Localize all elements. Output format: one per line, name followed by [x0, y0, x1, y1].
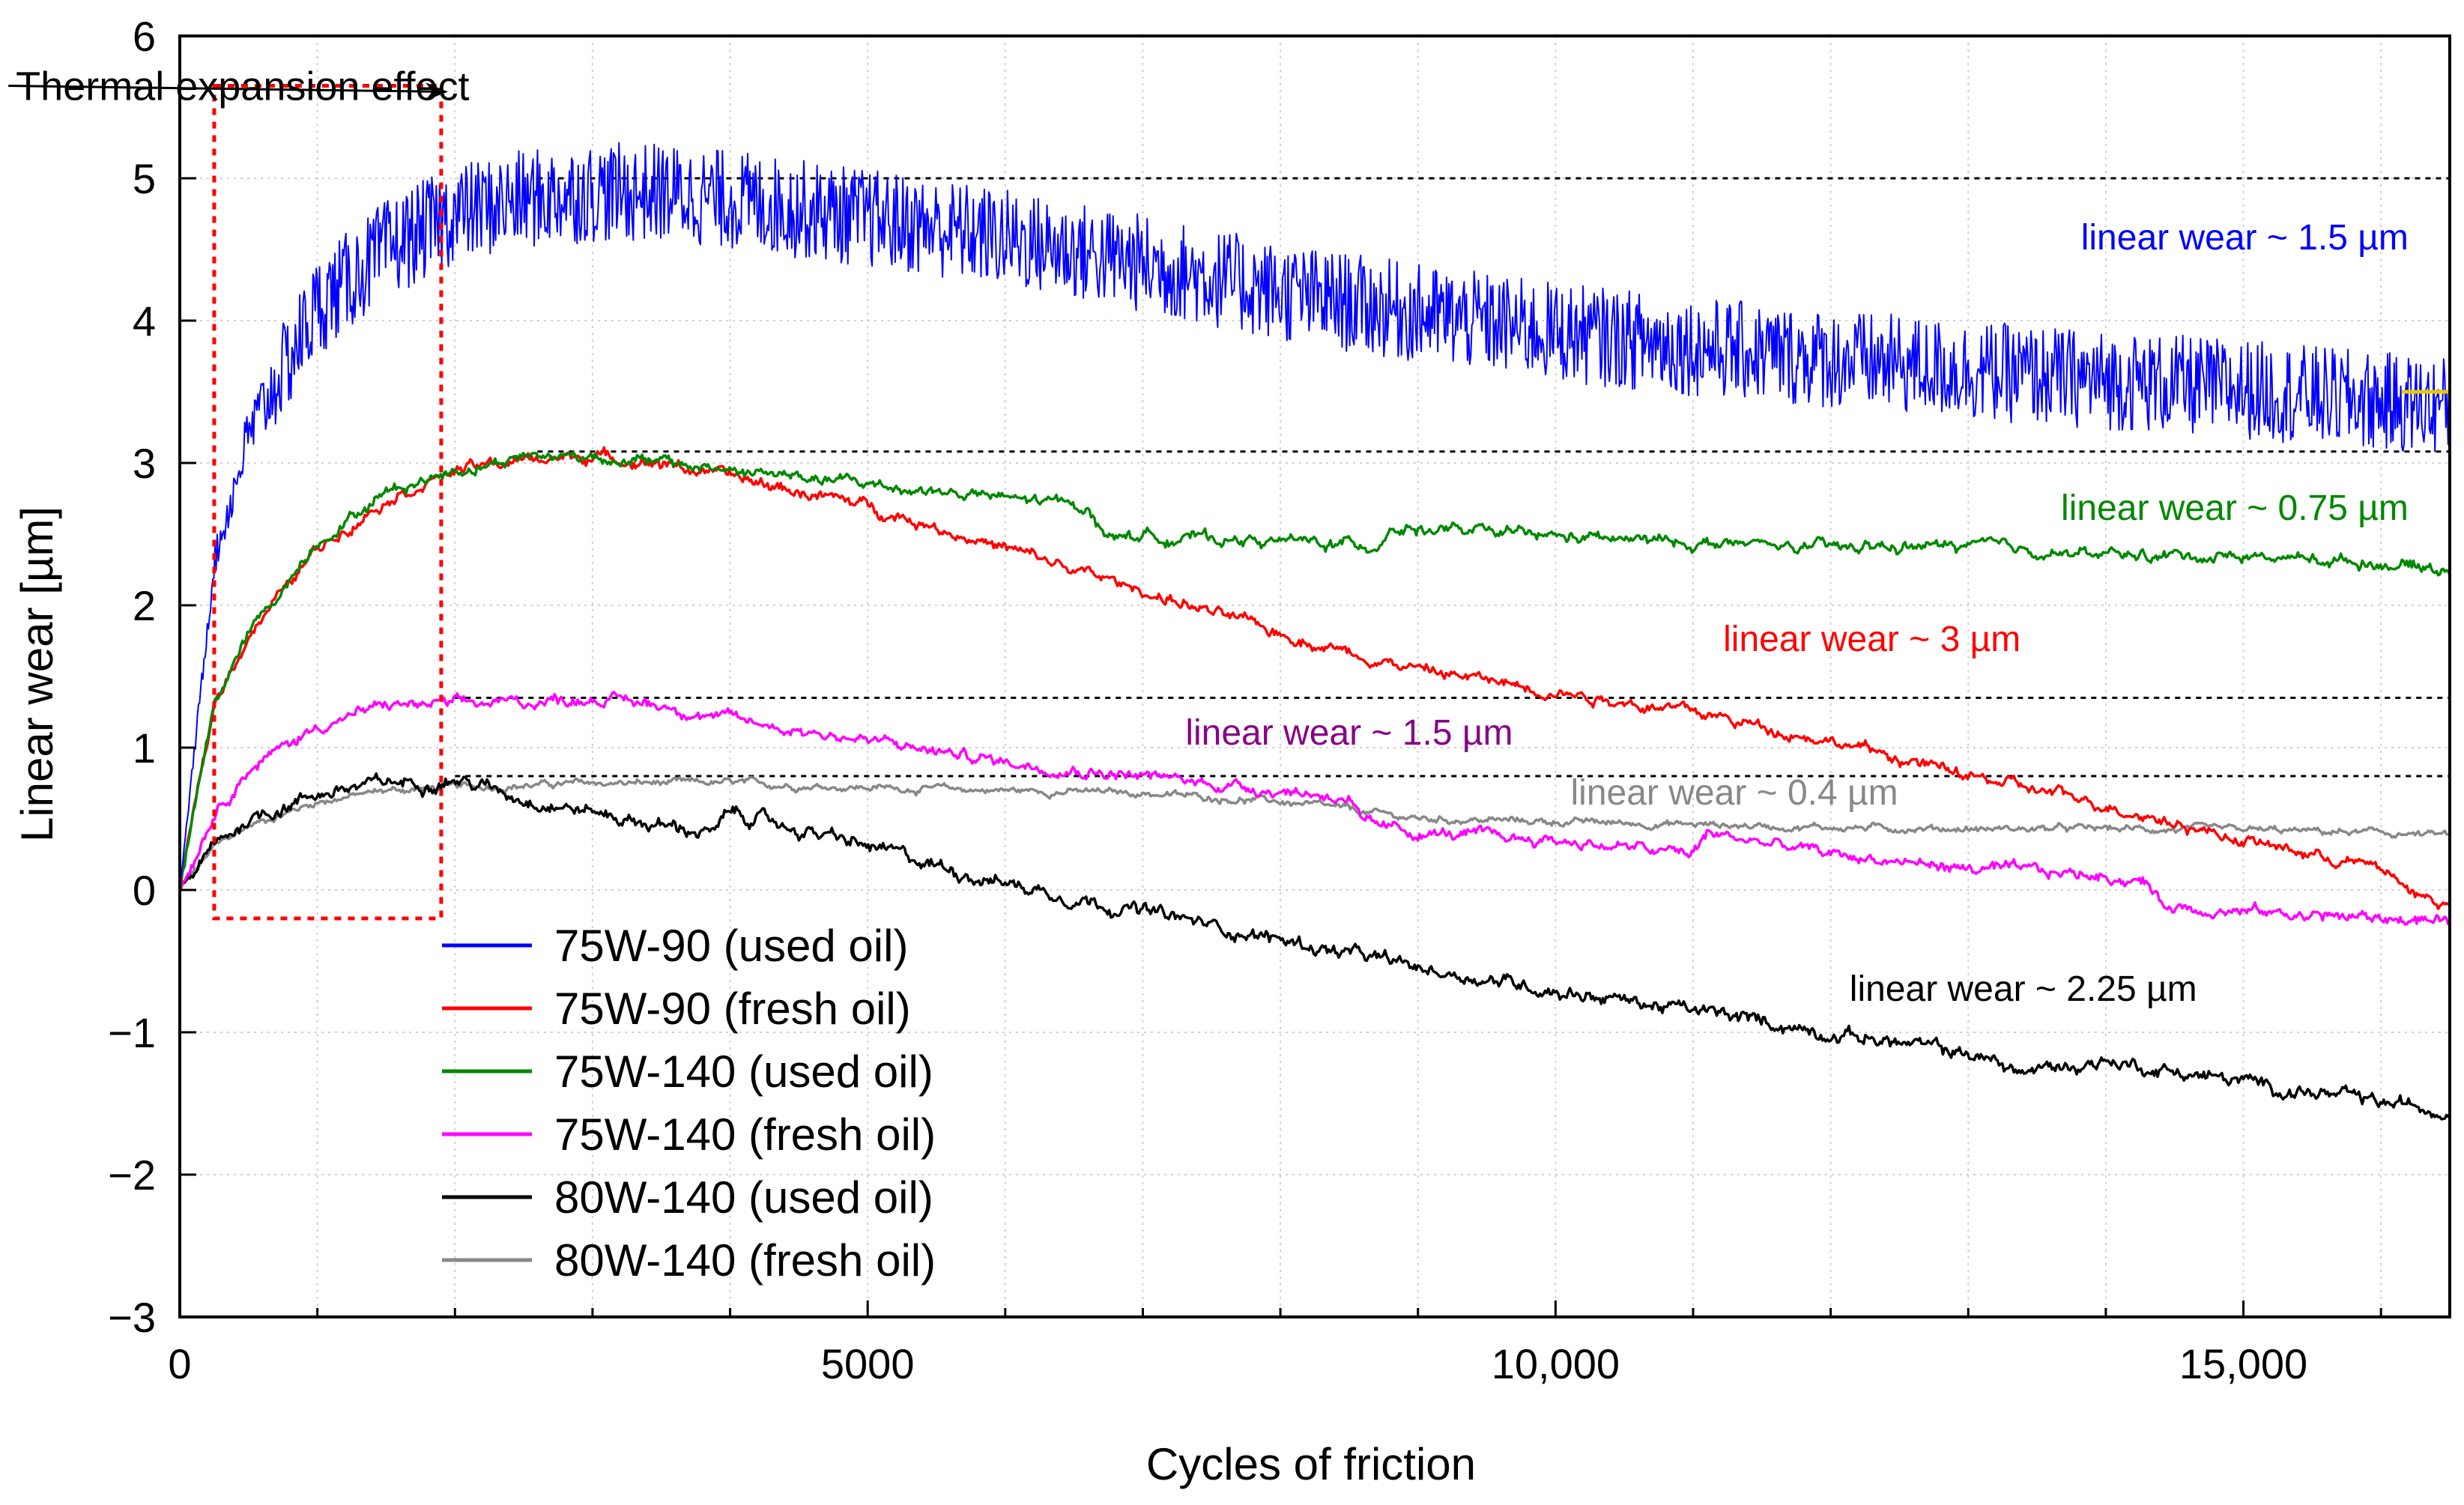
annotation-layer: linear wear ~ 1.5 µm linear wear ~ 0.75 µ…	[1185, 218, 2409, 1009]
y-tick-label: 4	[133, 297, 156, 345]
series-line-5	[178, 775, 2451, 891]
thermal-arrow	[8, 82, 448, 101]
annotation-1: linear wear ~ 0.75 µm	[2061, 488, 2409, 528]
series-line-1	[178, 446, 2451, 910]
thermal-box	[212, 84, 444, 921]
legend-label-4: 80W-140 (used oil)	[554, 1172, 933, 1223]
series-line-0	[179, 142, 2451, 891]
legend: 75W-90 (used oil) 75W-90 (fresh oil) 75W-1…	[442, 921, 936, 1286]
y-tick-label: 5	[133, 155, 156, 202]
reference-lines	[455, 177, 2450, 778]
y-tick-label: −3	[108, 1294, 156, 1341]
annotation-0: linear wear ~ 1.5 µm	[2081, 218, 2409, 258]
y-tick-label: −2	[108, 1151, 156, 1199]
y-tick-label: 1	[133, 724, 156, 772]
series-layer	[178, 142, 2451, 1121]
legend-label-0: 75W-90 (used oil)	[554, 921, 908, 971]
legend-label-2: 75W-140 (used oil)	[554, 1047, 933, 1097]
y-axis-title: Linear wear [µm]	[12, 506, 62, 842]
x-tick-label: 0	[168, 1340, 191, 1387]
x-tick-label: 5000	[821, 1340, 915, 1387]
thermal-expansion-annotation: Thermal expansion effect	[8, 64, 470, 921]
y-tick-label: −1	[108, 1009, 156, 1056]
x-tick-label: 15,000	[2179, 1340, 2307, 1387]
y-tick-label: 3	[133, 440, 156, 487]
annotation-4: linear wear ~ 0.4 µm	[1570, 773, 1898, 813]
series-line-2	[178, 451, 2451, 892]
axis-layer: 0 5000 10,000 15,000 6 5 4 3 2 1 0 −1 −2 −3	[108, 13, 2451, 1387]
y-tick-label: 2	[133, 582, 156, 629]
legend-label-5: 80W-140 (fresh oil)	[554, 1235, 936, 1286]
plot-frame	[178, 34, 2451, 1318]
legend-label-3: 75W-140 (fresh oil)	[554, 1109, 936, 1160]
legend-label-1: 75W-90 (fresh oil)	[554, 984, 911, 1034]
x-tick-label: 10,000	[1492, 1340, 1620, 1387]
y-tick-label: 6	[133, 13, 156, 60]
annotation-3: linear wear ~ 1.5 µm	[1185, 713, 1513, 753]
thermal-label: Thermal expansion effect	[16, 64, 469, 109]
annotation-2: linear wear ~ 3 µm	[1723, 620, 2020, 659]
series-line-4	[178, 772, 2451, 1121]
x-axis-title: Cycles of friction	[1146, 1439, 1476, 1489]
y-tick-label: 0	[133, 867, 156, 914]
annotation-5: linear wear ~ 2.25 µm	[1850, 969, 2197, 1009]
series-line-3	[178, 691, 2451, 926]
